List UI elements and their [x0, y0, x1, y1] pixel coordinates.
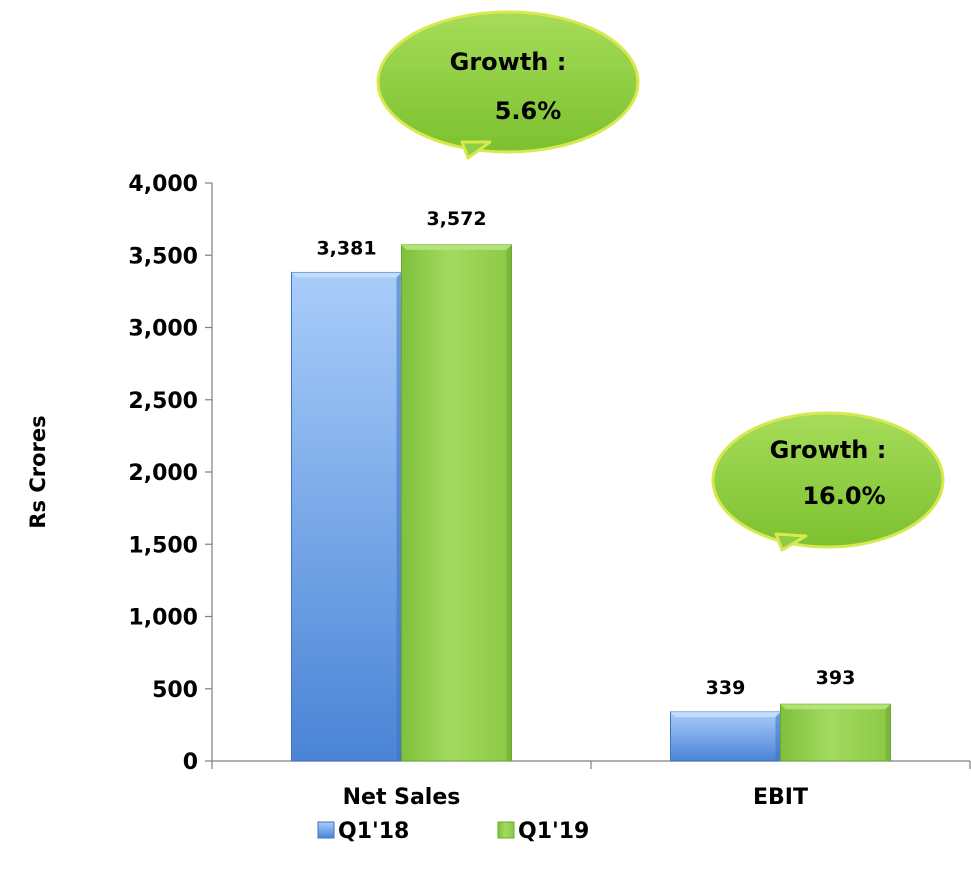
y-tick-label: 500 — [152, 678, 198, 703]
y-axis-title: Rs Crores — [26, 415, 50, 528]
legend-swatch-0 — [317, 821, 335, 839]
bar-bevel-top — [291, 272, 402, 278]
bar-Q1'18-Net Sales — [291, 271, 402, 762]
growth-callout-title: Growth : — [450, 48, 567, 76]
y-tick-label: 1,500 — [128, 533, 198, 558]
x-category-label: EBIT — [753, 785, 808, 810]
y-tick-label: 2,500 — [128, 389, 198, 414]
bar-bevel-top — [401, 244, 512, 250]
legend-swatch-1 — [497, 821, 515, 839]
growth-callout-bubble — [711, 411, 945, 549]
growth-callout-tail — [460, 140, 492, 160]
data-label: 339 — [706, 677, 746, 699]
bar-bevel-side — [775, 712, 781, 761]
x-category-label: Net Sales — [343, 785, 461, 810]
bar-bevel-top — [670, 712, 781, 718]
y-tick-label: 1,000 — [128, 606, 198, 631]
growth-callout-tail — [774, 532, 808, 552]
y-tick-label: 0 — [183, 750, 198, 775]
growth-callout-value: 5.6% — [495, 97, 562, 125]
bar-bevel-top — [780, 704, 891, 710]
legend-label: Q1'19 — [518, 819, 589, 844]
data-label: 393 — [816, 667, 856, 689]
bar-Q1'19-EBIT — [780, 703, 891, 762]
growth-callout-title: Growth : — [770, 436, 887, 464]
y-tick-label: 3,500 — [128, 244, 198, 269]
data-label: 3,572 — [426, 208, 486, 230]
bar-Q1'19-Net Sales — [401, 244, 512, 762]
growth-callout-value: 16.0% — [802, 482, 885, 510]
legend-label: Q1'18 — [338, 819, 409, 844]
y-tick-label: 3,000 — [128, 317, 198, 342]
y-tick-label: 4,000 — [128, 172, 198, 197]
bar-bevel-side — [396, 272, 402, 761]
growth-callout-bubble — [376, 10, 640, 154]
y-tick-label: 2,000 — [128, 461, 198, 486]
bar-bevel-side — [506, 244, 512, 761]
data-label: 3,381 — [316, 237, 376, 259]
bar-Q1'18-EBIT — [670, 711, 781, 762]
bar-bevel-side — [885, 704, 891, 761]
